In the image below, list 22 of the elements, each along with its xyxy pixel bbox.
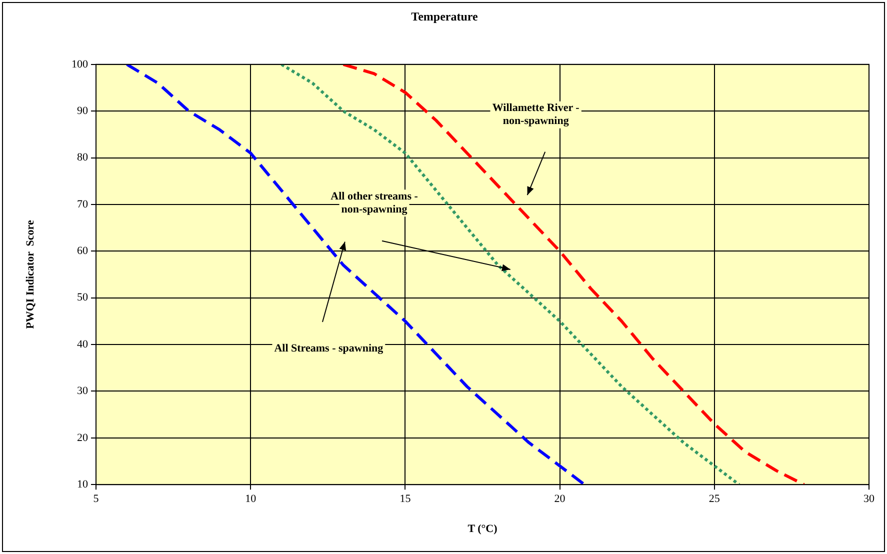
y-tick-label: 60 <box>77 245 88 258</box>
x-tick-label: 30 <box>864 493 875 506</box>
x-tick-label: 15 <box>400 493 412 506</box>
x-tick-label: 10 <box>245 493 257 506</box>
x-axis-title: T (°C) <box>468 523 498 536</box>
y-tick-label: 40 <box>77 338 88 350</box>
annotation: All Streams - spawning <box>274 342 384 354</box>
y-tick-label: 30 <box>77 385 88 398</box>
x-tick-label: 20 <box>554 493 566 506</box>
chart-title: Temperature <box>411 9 478 24</box>
annotation: Willamette River - non-spawning <box>492 102 580 128</box>
y-tick-label: 80 <box>77 152 88 164</box>
y-tick-label: 50 <box>77 292 88 304</box>
x-tick-label: 25 <box>708 493 720 506</box>
y-tick-label: 20 <box>77 432 88 444</box>
y-tick-label: 70 <box>77 198 88 210</box>
annotation: All other streams - non-spawning <box>330 190 418 216</box>
x-tick-label: 5 <box>93 493 100 506</box>
y-tick-label: 100 <box>72 58 88 70</box>
y-tick-label: 90 <box>77 104 88 117</box>
y-tick-label: 10 <box>77 478 88 490</box>
y-axis-title: PWQI Indicator Score <box>24 220 36 329</box>
